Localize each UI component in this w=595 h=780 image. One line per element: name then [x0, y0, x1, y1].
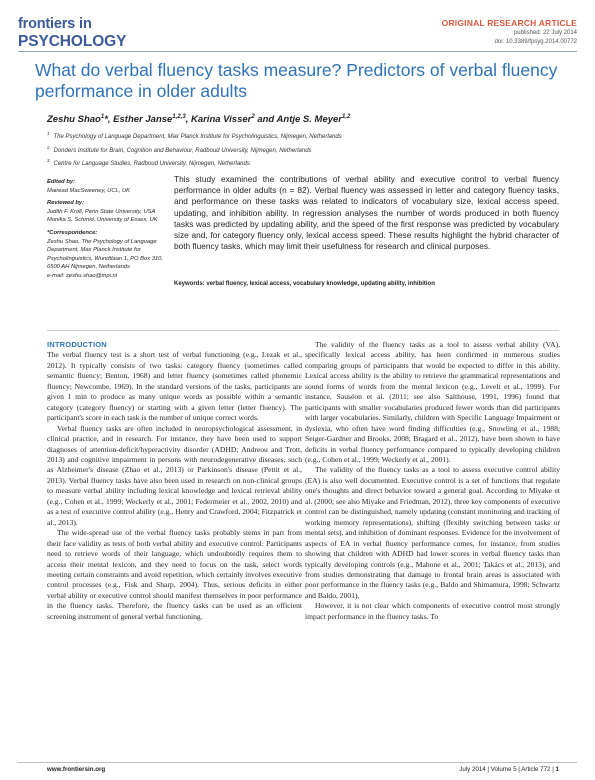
affiliation-3: 3Centre for Language Studies, Radboud Un…	[47, 158, 250, 167]
reviewed-by-heading: Reviewed by:	[47, 200, 85, 207]
keywords-label: Keywords:	[174, 281, 205, 287]
author-4: Antje S. Meyer1,2	[276, 114, 351, 126]
article-meta: ORIGINAL RESEARCH ARTICLE published: 22 …	[442, 18, 577, 46]
logo-journal-name: PSYCHOLOGY	[18, 33, 127, 50]
affiliation-1: 1The Psychology of Language Department, …	[47, 131, 342, 140]
body-column-left: INTRODUCTION The verbal fluency test is …	[47, 340, 302, 622]
journal-logo: frontiers in PSYCHOLOGY	[18, 16, 136, 52]
logo-top-line: frontiers in	[18, 16, 92, 32]
paragraph: The verbal fluency test is a short test …	[47, 350, 302, 423]
correspondence-heading: *Correspondence:	[47, 229, 98, 236]
doi[interactable]: doi: 10.3389/fpsyg.2014.00772	[494, 38, 577, 45]
paragraph: However, it is not clear which component…	[305, 601, 560, 621]
author-1: Zeshu Shao1*	[47, 114, 108, 126]
author-3: Karina Visser2	[190, 114, 255, 126]
correspondence-email[interactable]: e-mail: zeshu.shao@mpi.nl	[47, 272, 118, 279]
keywords-list: verbal fluency, lexical access, vocabula…	[206, 281, 435, 287]
section-divider	[47, 330, 559, 331]
paragraph: The wide-spread use of the verbal fluenc…	[47, 528, 302, 621]
footer-rule	[18, 762, 577, 763]
header-rule	[18, 51, 577, 52]
reviewer-2: Monika S. Schmid, University of Essex, U…	[47, 217, 158, 224]
paragraph: The validity of the fluency tasks as a t…	[305, 340, 560, 464]
logo-in: in	[79, 16, 92, 32]
edited-by-heading: Edited by:	[47, 179, 76, 185]
section-heading-introduction: INTRODUCTION	[47, 340, 107, 349]
paragraph: Verbal fluency tasks are often included …	[47, 423, 302, 527]
keywords: Keywords: verbal fluency, lexical access…	[174, 280, 559, 288]
article-type: ORIGINAL RESEARCH ARTICLE	[441, 18, 577, 28]
footer-issue-info: July 2014 | Volume 5 | Article 772 |	[459, 766, 554, 773]
reviewer-1: Judith F. Kroll, Penn State University, …	[47, 208, 156, 215]
correspondence-address: Zeshu Shao, The Psychology of Language D…	[47, 238, 163, 271]
abstract: This study examined the contributions of…	[174, 174, 559, 252]
published-date: published: 22 July 2014	[513, 30, 577, 36]
editor: Mairead MacSweeney, UCL, UK	[47, 187, 131, 194]
page-number: 1	[555, 766, 559, 773]
affiliations: 1The Psychology of Language Department, …	[47, 129, 342, 170]
logo-frontiers: frontiers	[18, 16, 76, 32]
author-2: Esther Janse1,2,3	[113, 114, 186, 126]
body-column-right: The validity of the fluency tasks as a t…	[305, 340, 560, 622]
footer-issue: July 2014 | Volume 5 | Article 772 | 1	[459, 766, 559, 773]
author-list: Zeshu Shao1*, Esther Janse1,2,3, Karina …	[47, 114, 351, 126]
article-title: What do verbal fluency tasks measure? Pr…	[35, 60, 558, 101]
affiliation-2: 2Donders Institute for Brain, Cognition …	[47, 144, 312, 154]
editorial-sidebar: Edited by: Mairead MacSweeney, UCL, UK R…	[47, 178, 165, 281]
paragraph: The validity of the fluency tasks as a t…	[305, 465, 560, 600]
footer-website[interactable]: www.frontiersin.org	[47, 766, 106, 773]
